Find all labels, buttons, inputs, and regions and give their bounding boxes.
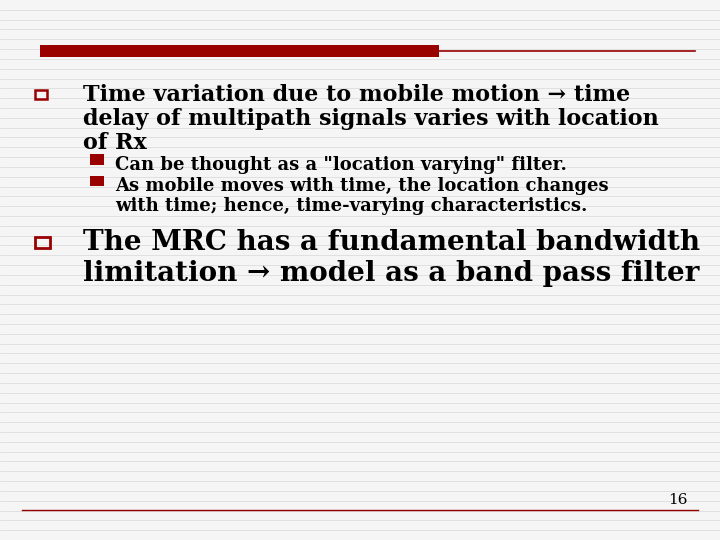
Text: Can be thought as a "location varying" filter.: Can be thought as a "location varying" f… xyxy=(115,156,567,173)
Text: delay of multipath signals varies with location: delay of multipath signals varies with l… xyxy=(83,108,659,130)
Text: limitation → model as a band pass filter: limitation → model as a band pass filter xyxy=(83,260,699,287)
Text: The MRC has a fundamental bandwidth: The MRC has a fundamental bandwidth xyxy=(83,230,700,256)
Text: 16: 16 xyxy=(668,492,688,507)
Text: of Rx: of Rx xyxy=(83,132,147,154)
Text: Time variation due to mobile motion → time: Time variation due to mobile motion → ti… xyxy=(83,84,630,106)
Text: As mobile moves with time, the location changes: As mobile moves with time, the location … xyxy=(115,177,609,195)
Text: with time; hence, time-varying characteristics.: with time; hence, time-varying character… xyxy=(115,197,588,215)
